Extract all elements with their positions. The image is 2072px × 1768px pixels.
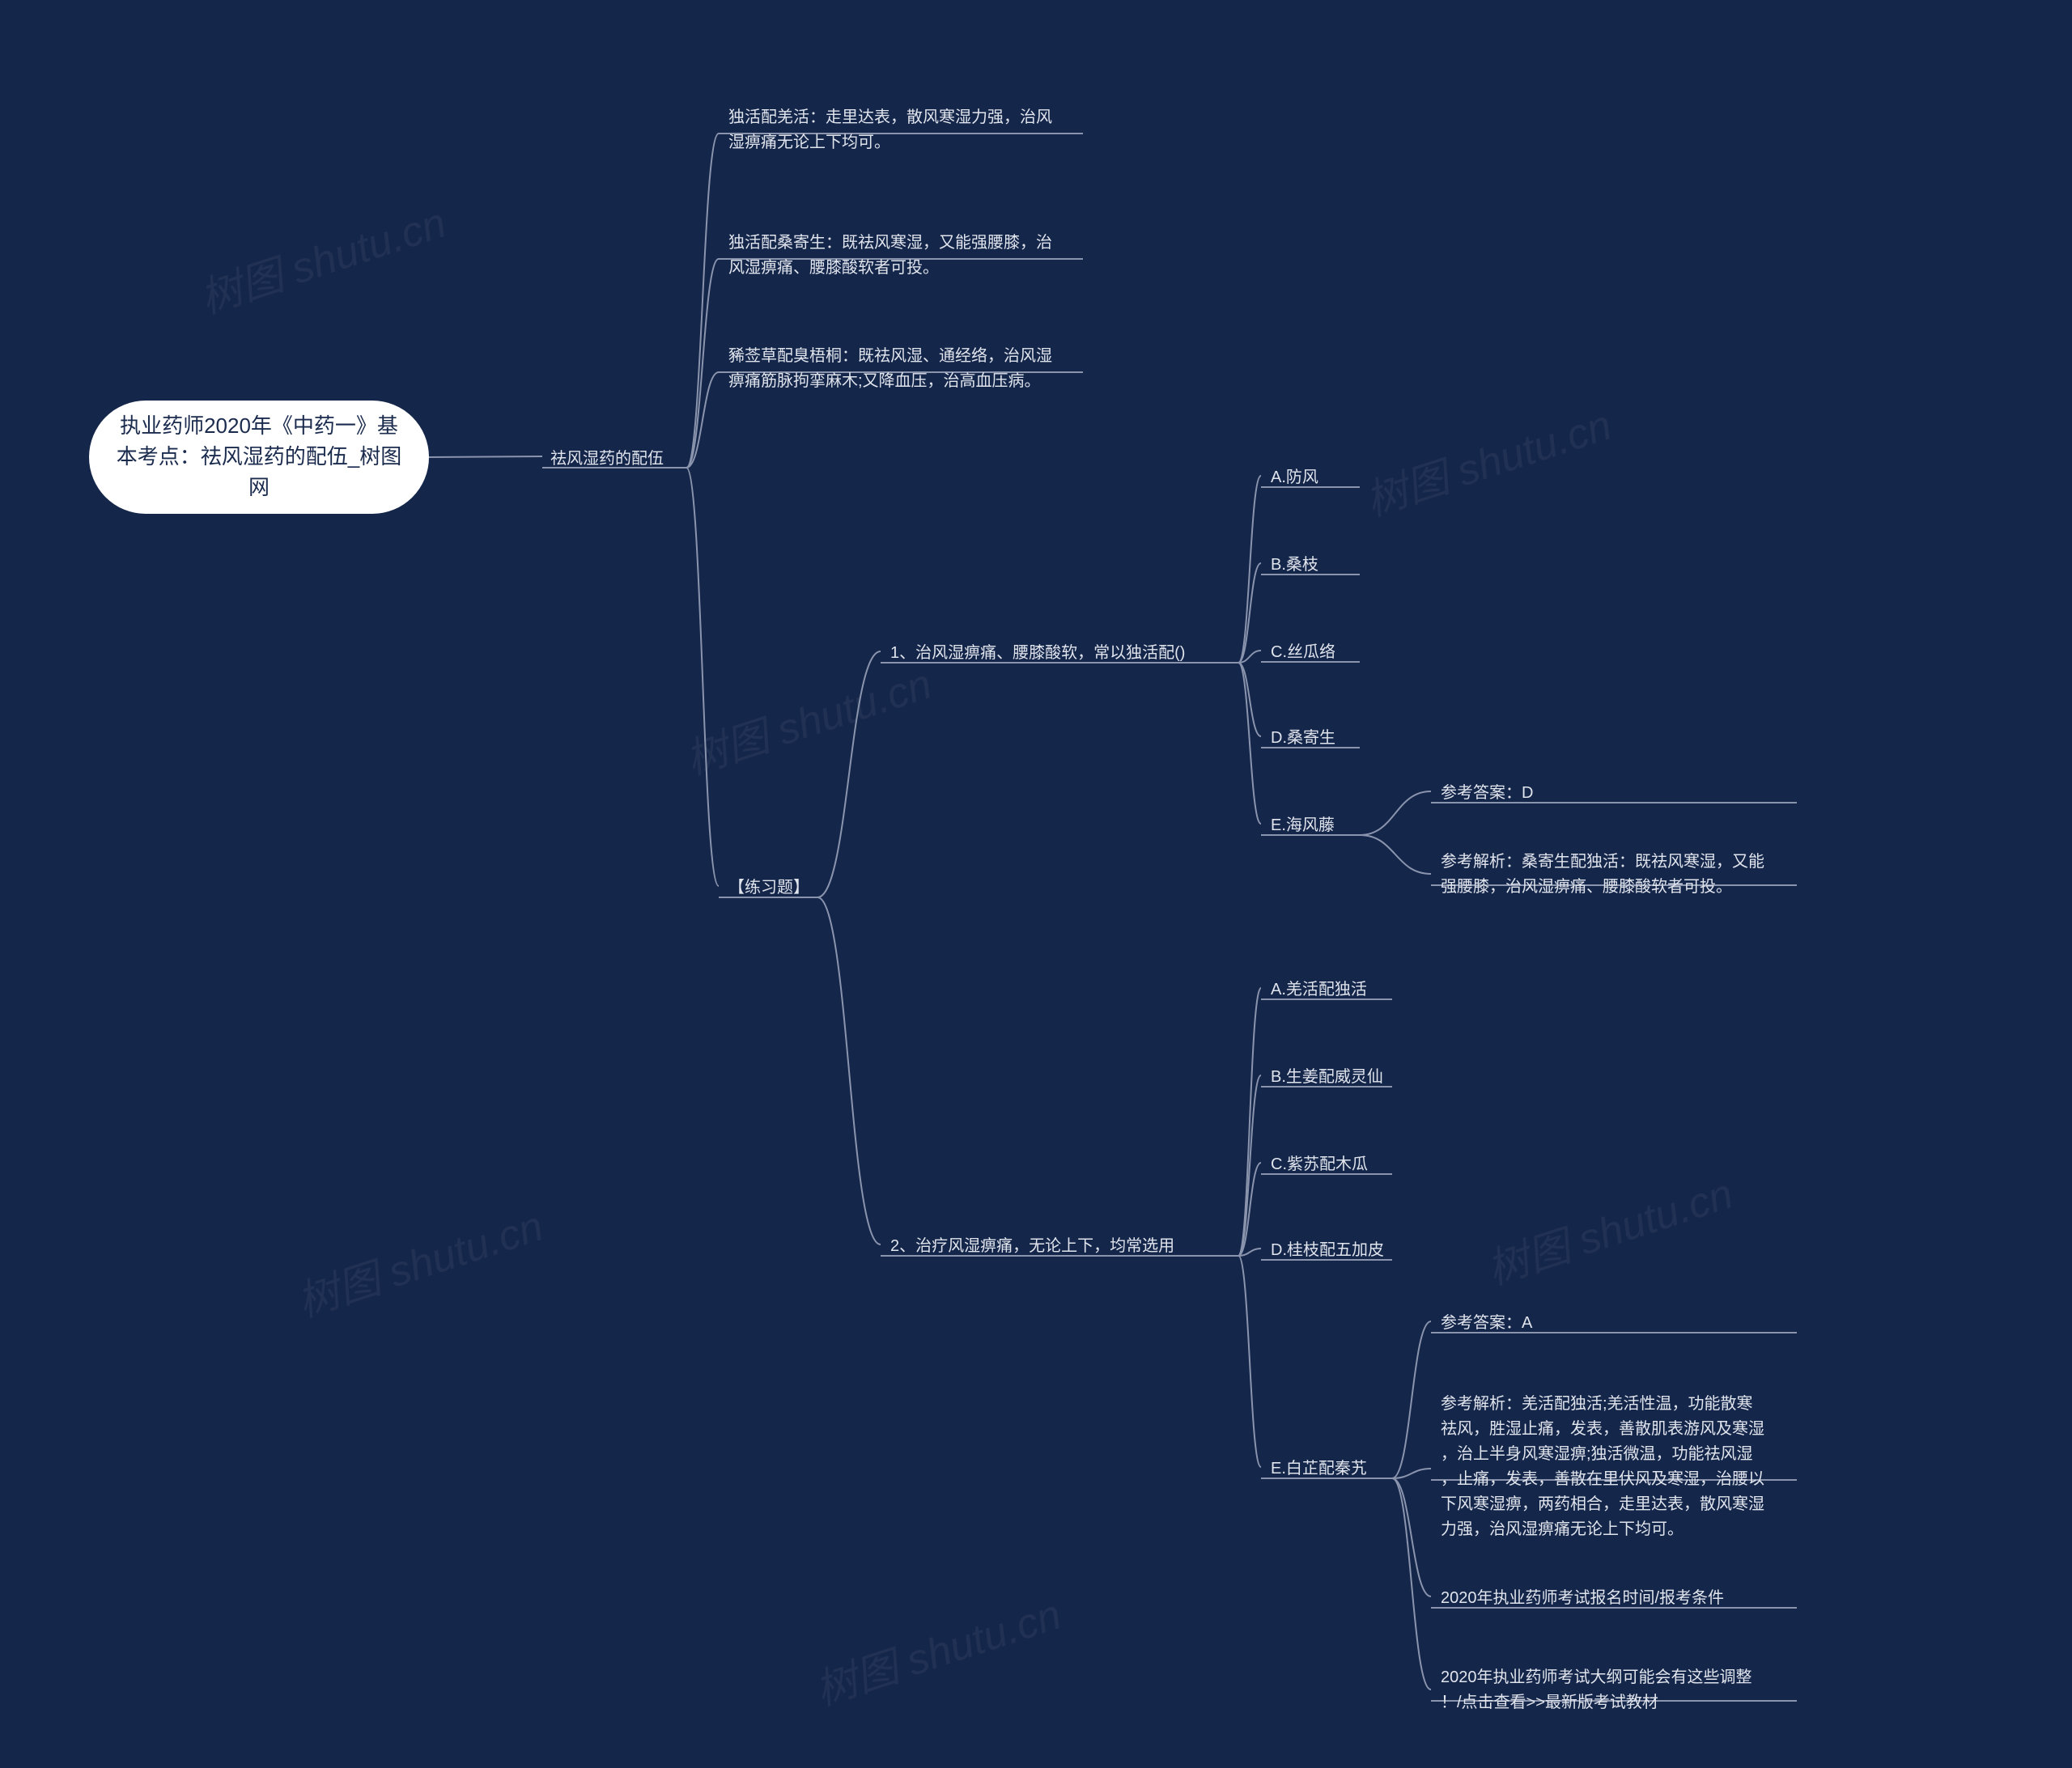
watermark: 树图 shutu.cn	[806, 1580, 1068, 1717]
branch-a-item-2[interactable]: 豨莶草配臭梧桐：既祛风湿、通经络，治风湿 痹痛筋脉拘挛麻木;又降血压，治高血压病…	[728, 344, 1052, 394]
root-label: 执业药师2020年《中药一》基本考点：祛风湿药的配伍_树图网	[113, 411, 405, 502]
root-node[interactable]: 执业药师2020年《中药一》基本考点：祛风湿药的配伍_树图网	[89, 401, 429, 514]
q2-answer-3[interactable]: 2020年执业药师考试大纲可能会有这些调整 ！/点击查看>>最新版考试教材	[1441, 1665, 1752, 1715]
watermark: 树图 shutu.cn	[677, 650, 938, 786]
branch-a-item-1[interactable]: 独活配桑寄生：既祛风寒湿，又能强腰膝，治 风湿痹痛、腰膝酸软者可投。	[728, 231, 1052, 281]
q2-stem[interactable]: 2、治疗风湿痹痛，无论上下，均常选用	[890, 1234, 1174, 1259]
watermark: 树图 shutu.cn	[191, 189, 452, 325]
q2-option-4[interactable]: E.白芷配秦艽	[1271, 1456, 1367, 1482]
branch-a-item-0[interactable]: 独活配羌活：走里达表，散风寒湿力强，治风 湿痹痛无论上下均可。	[728, 105, 1052, 155]
watermark: 树图 shutu.cn	[288, 1192, 550, 1329]
q2-answer-0[interactable]: 参考答案：A	[1441, 1311, 1532, 1336]
q1-option-3[interactable]: D.桑寄生	[1271, 726, 1335, 751]
q2-option-2[interactable]: C.紫苏配木瓜	[1271, 1152, 1368, 1177]
q2-option-3[interactable]: D.桂枝配五加皮	[1271, 1238, 1384, 1263]
q1-answer-1[interactable]: 参考解析：桑寄生配独活：既祛风寒湿，又能 强腰膝，治风湿痹痛、腰膝酸软者可投。	[1441, 850, 1764, 900]
q2-answer-1[interactable]: 参考解析：羌活配独活;羌活性温，功能散寒 祛风，胜湿止痛，发表，善散肌表游风及寒…	[1441, 1392, 1764, 1542]
q1-stem[interactable]: 1、治风湿痹痛、腰膝酸软，常以独活配()	[890, 641, 1185, 666]
q2-option-1[interactable]: B.生姜配威灵仙	[1271, 1065, 1383, 1090]
q1-option-1[interactable]: B.桑枝	[1271, 553, 1318, 578]
q2-answer-2[interactable]: 2020年执业药师考试报名时间/报考条件	[1441, 1586, 1724, 1611]
practice-node[interactable]: 【练习题】	[728, 876, 809, 901]
q1-option-4[interactable]: E.海风藤	[1271, 813, 1335, 838]
level1-node[interactable]: 祛风湿药的配伍	[550, 447, 664, 472]
q1-answer-0[interactable]: 参考答案：D	[1441, 781, 1533, 806]
q1-option-0[interactable]: A.防风	[1271, 465, 1318, 490]
watermark: 树图 shutu.cn	[1357, 391, 1618, 528]
watermark: 树图 shutu.cn	[1478, 1160, 1739, 1296]
q2-option-0[interactable]: A.羌活配独活	[1271, 977, 1367, 1003]
q1-option-2[interactable]: C.丝瓜络	[1271, 640, 1335, 665]
mindmap-canvas: 树图 shutu.cn 树图 shutu.cn 树图 shutu.cn 树图 shut…	[0, 0, 2072, 1768]
